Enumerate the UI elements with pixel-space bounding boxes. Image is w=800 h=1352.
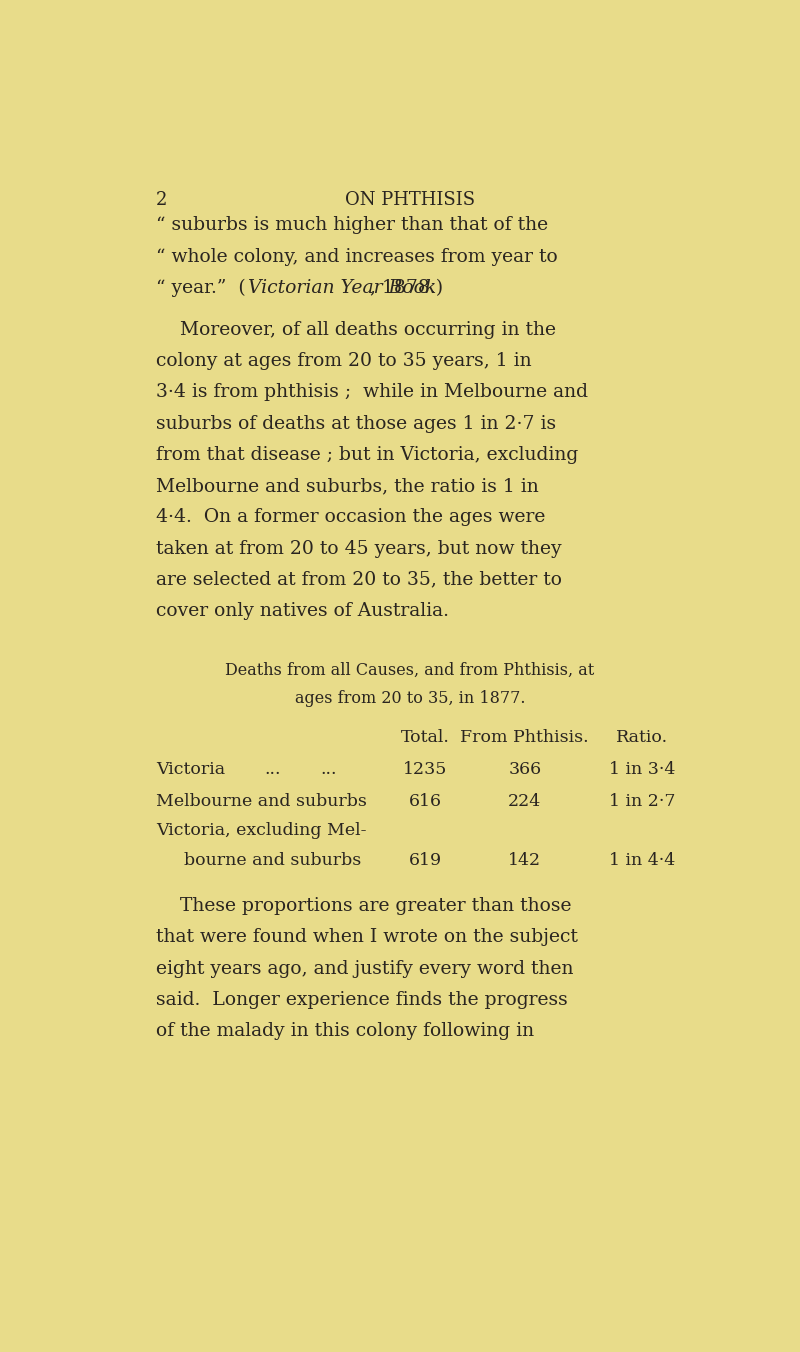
Text: “ year.”  (: “ year.” ( bbox=[156, 279, 246, 297]
Text: ...: ... bbox=[320, 761, 337, 779]
Text: 616: 616 bbox=[409, 792, 442, 810]
Text: Melbourne and suburbs: Melbourne and suburbs bbox=[156, 792, 366, 810]
Text: Deaths from all Causes, and from Phthisis, at: Deaths from all Causes, and from Phthisi… bbox=[226, 661, 594, 679]
Text: 366: 366 bbox=[508, 761, 542, 779]
Text: 4·4.  On a former occasion the ages were: 4·4. On a former occasion the ages were bbox=[156, 508, 545, 526]
Text: bourne and suburbs: bourne and suburbs bbox=[184, 852, 361, 869]
Text: Moreover, of all deaths occurring in the: Moreover, of all deaths occurring in the bbox=[156, 320, 556, 339]
Text: Total.: Total. bbox=[401, 729, 450, 745]
Text: Ratio.: Ratio. bbox=[617, 729, 669, 745]
Text: 1 in 2·7: 1 in 2·7 bbox=[610, 792, 676, 810]
Text: Victorian Year Book: Victorian Year Book bbox=[247, 279, 436, 297]
Text: “ whole colony, and increases from year to: “ whole colony, and increases from year … bbox=[156, 247, 558, 265]
Text: of the malady in this colony following in: of the malady in this colony following i… bbox=[156, 1022, 534, 1040]
Text: ...: ... bbox=[264, 761, 281, 779]
Text: 2: 2 bbox=[156, 192, 167, 210]
Text: 619: 619 bbox=[409, 852, 442, 869]
Text: ages from 20 to 35, in 1877.: ages from 20 to 35, in 1877. bbox=[294, 690, 526, 707]
Text: Victoria: Victoria bbox=[156, 761, 225, 779]
Text: 1 in 3·4: 1 in 3·4 bbox=[610, 761, 676, 779]
Text: taken at from 20 to 45 years, but now they: taken at from 20 to 45 years, but now th… bbox=[156, 539, 562, 557]
Text: 1 in 4·4: 1 in 4·4 bbox=[610, 852, 676, 869]
Text: , 1878.): , 1878.) bbox=[370, 279, 443, 297]
Text: 1235: 1235 bbox=[403, 761, 448, 779]
Text: eight years ago, and justify every word then: eight years ago, and justify every word … bbox=[156, 960, 574, 977]
Text: are selected at from 20 to 35, the better to: are selected at from 20 to 35, the bette… bbox=[156, 571, 562, 589]
Text: colony at ages from 20 to 35 years, 1 in: colony at ages from 20 to 35 years, 1 in bbox=[156, 353, 531, 370]
Text: 3·4 is from phthisis ;  while in Melbourne and: 3·4 is from phthisis ; while in Melbourn… bbox=[156, 384, 588, 402]
Text: from that disease ; but in Victoria, excluding: from that disease ; but in Victoria, exc… bbox=[156, 446, 578, 464]
Text: said.  Longer experience finds the progress: said. Longer experience finds the progre… bbox=[156, 991, 567, 1009]
Text: 224: 224 bbox=[508, 792, 542, 810]
Text: These proportions are greater than those: These proportions are greater than those bbox=[156, 898, 571, 915]
Text: From Phthisis.: From Phthisis. bbox=[460, 729, 589, 745]
Text: cover only natives of Australia.: cover only natives of Australia. bbox=[156, 602, 449, 621]
Text: that were found when I wrote on the subject: that were found when I wrote on the subj… bbox=[156, 929, 578, 946]
Text: ON PHTHISIS: ON PHTHISIS bbox=[345, 192, 475, 210]
Text: Victoria, excluding Mel-: Victoria, excluding Mel- bbox=[156, 822, 366, 840]
Text: suburbs of deaths at those ages 1 in 2·7 is: suburbs of deaths at those ages 1 in 2·7… bbox=[156, 415, 556, 433]
Text: Melbourne and suburbs, the ratio is 1 in: Melbourne and suburbs, the ratio is 1 in bbox=[156, 477, 538, 495]
Text: “ suburbs is much higher than that of the: “ suburbs is much higher than that of th… bbox=[156, 216, 548, 234]
Text: 142: 142 bbox=[508, 852, 542, 869]
